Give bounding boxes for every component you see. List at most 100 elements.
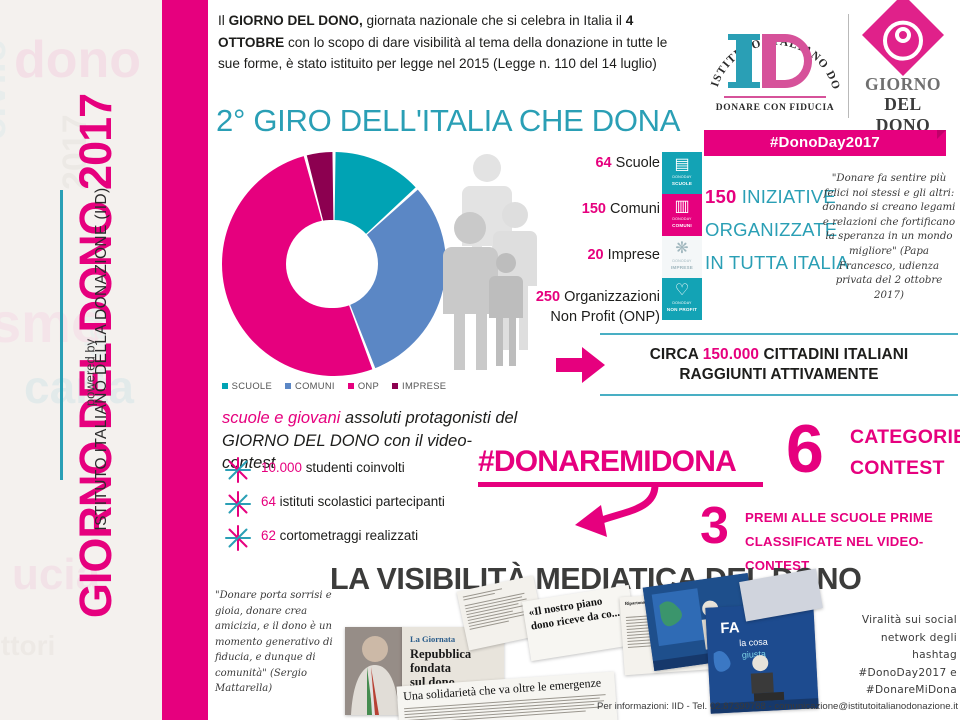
donut-slice-comuni	[350, 189, 446, 369]
circa-text: CIRCA 150.000 CITTADINI ITALIANI RAGGIUNT…	[600, 335, 958, 394]
donut-slice-scuole	[334, 152, 416, 234]
iniziative-block: 150 INIZIATIVE ORGANIZZATE IN TUTTA ITAL…	[705, 180, 849, 279]
heart-icon: ♡	[674, 282, 690, 299]
legend-label: COMUNI	[295, 380, 335, 391]
clipping-photo	[345, 627, 403, 715]
stat-row-scuole: 64 Scuole	[595, 154, 660, 173]
tv-studio-icon-2: FA la cosa giusta	[705, 602, 819, 714]
clipping-kicker: La Giornata	[410, 634, 456, 644]
legend-item-imprese: IMPRESE	[392, 380, 446, 391]
bullet-item: 64 istituti scolastici partecipanti	[225, 489, 515, 523]
iniziative-line2: ORGANIZZATE	[705, 219, 838, 240]
gears-icon: ❋	[675, 240, 689, 257]
bullet-label: cortometraggi realizzati	[275, 528, 419, 543]
stat-number: 150	[581, 201, 606, 217]
circa-line-top	[600, 333, 958, 335]
badge-imprese: ❋ DONODAY IMPRESE	[662, 236, 702, 278]
hashtag-banner: #DonoDay2017	[704, 130, 946, 156]
legend-item-comuni: COMUNI	[285, 380, 335, 391]
badge-top-text: DONODAY	[672, 175, 692, 179]
iniziative-word: INIZIATIVE	[736, 186, 836, 207]
hashtag-underline	[478, 482, 763, 487]
logo-block: ISTITUTO ITALIANO DONAZIONE DONARE CON F…	[700, 0, 952, 162]
donut-chart: SCUOLE COMUNI ONP IMPRESE	[218, 152, 450, 402]
legend-item-scuole: SCUOLE	[221, 380, 272, 391]
iniziative-number: 150	[705, 186, 737, 207]
three-number: 3	[700, 497, 729, 555]
bullet-label: studenti coinvolti	[301, 460, 405, 475]
viralita-text: Viralità sui social network degli hashta…	[858, 614, 957, 696]
sidebar-organization: ISTITUTO ITALIANO DELLA DONAZIONE (IID)	[93, 187, 110, 531]
logo-divider	[848, 14, 849, 118]
stat-row-comuni: 150 Comuni	[582, 200, 660, 219]
clipping-c2-head: «Il nostro piano dono riceve da co...	[527, 595, 621, 633]
asterisk-star-icon	[225, 457, 251, 483]
stat-number: 64	[595, 155, 612, 171]
building-icon: ▥	[674, 198, 690, 215]
circa-box: CIRCA 150.000 CITTADINI ITALIANI RAGGIUNT…	[600, 333, 958, 396]
giorno-del-dono-logo: GIORNO DEL DONO	[856, 0, 950, 135]
circa-pre: CIRCA	[649, 346, 703, 363]
bullet-text: 62 cortometraggi realizzati	[261, 528, 418, 543]
three-label1: PREMI ALLE SCUOLE PRIME	[745, 510, 934, 525]
three-labels: PREMI ALLE SCUOLE PRIME CLASSIFICATE NEL…	[745, 506, 960, 578]
stat-row-organizzazioni: 250 Organizzazioni Non Profit (ONP)	[536, 288, 660, 327]
bullet-item: 10.000 studenti coinvolti	[225, 455, 515, 489]
donut-slice-imprese	[306, 152, 334, 222]
bullet-list: 10.000 studenti coinvolti 64 istituti sco…	[225, 455, 515, 557]
scuole-giovani-pink: scuole e giovani	[222, 409, 341, 427]
intro-part2: giornata nazionale che si celebra in Ita…	[362, 13, 626, 28]
three-label2: CLASSIFICATE NEL VIDEO-CONTEST	[745, 534, 924, 573]
badge-scuole: ▤ DONODAY SCUOLE	[662, 152, 702, 194]
badge-organizzazioni: ♡ DONODAY NON PROFIT	[662, 278, 702, 320]
stat-label: Comuni	[606, 201, 660, 217]
circa-line2: RAGGIUNTI ATTIVAMENTE	[679, 366, 879, 383]
stat-label-line2: Non Profit (ONP)	[550, 309, 660, 325]
scuole-giovani-text: scuole e giovani assoluti protagonisti d…	[222, 407, 522, 475]
hashtag-donaremidona: #DONAREMIDONA	[478, 445, 737, 478]
badge-comuni: ▥ DONODAY COMUNI	[662, 194, 702, 236]
asterisk-star-icon	[225, 491, 251, 517]
circa-line-bottom	[600, 394, 958, 396]
diamond-icon	[861, 0, 945, 77]
page-title: 2° GIRO DELL'ITALIA CHE DONA	[216, 103, 681, 138]
bullet-item: 62 cortometraggi realizzati	[225, 523, 515, 557]
svg-text:la cosa: la cosa	[739, 637, 768, 648]
legend-item-onp: ONP	[347, 380, 379, 391]
bullet-number: 10.000	[261, 460, 302, 475]
bullet-number: 62	[261, 528, 276, 543]
donut-center-hole	[286, 220, 374, 308]
curved-arrow-icon	[575, 484, 659, 537]
stat-number: 20	[587, 247, 604, 263]
badge-bottom-text: SCUOLE	[671, 181, 693, 186]
intro-part3: con lo scopo di dare visibilità al tema …	[218, 34, 668, 72]
donut-slice-onp	[222, 156, 373, 376]
iid-letters-icon	[728, 34, 816, 88]
clipping-head2: fondata	[410, 661, 451, 675]
sidebar-divider-line	[60, 190, 63, 480]
badge-top-text: DONODAY	[672, 301, 692, 305]
bullet-text: 64 istituti scolastici partecipanti	[261, 494, 445, 509]
asterisk-star-icon	[225, 525, 251, 551]
stat-row-imprese: 20 Imprese	[587, 246, 660, 265]
clipping-tv-photo-2: FA la cosa giusta	[705, 602, 819, 714]
people-group-icon	[443, 154, 537, 370]
badge-bottom-text: IMPRESE	[670, 265, 694, 270]
six-labels: CATEGORIE CONTEST	[850, 422, 960, 484]
badge-top-text: DONODAY	[672, 217, 692, 221]
sidebar-pink-strip	[162, 0, 208, 720]
sidebar-watermark: ufficiale dono civile smo carta Giorno u…	[0, 31, 142, 661]
legend-label: SCUOLE	[231, 380, 272, 391]
people-silhouettes	[440, 150, 570, 385]
iid-logo: ISTITUTO ITALIANO DONAZIONE DONARE CON F…	[704, 6, 846, 124]
legend-label: IMPRESE	[402, 380, 447, 391]
six-label2: CONTEST	[850, 457, 945, 479]
legend-swatch-icon	[285, 382, 291, 389]
mattarella-quote: "Donare porta sorrisi e gioia, donare cr…	[215, 590, 333, 694]
legend-swatch-icon	[347, 382, 354, 389]
hashtag-banner-text: #DonoDay2017	[770, 134, 880, 151]
book-icon: ▤	[674, 156, 690, 173]
circa-number: 150.000	[702, 346, 760, 363]
iid-tagline: DONARE CON FIDUCIA	[715, 103, 835, 113]
